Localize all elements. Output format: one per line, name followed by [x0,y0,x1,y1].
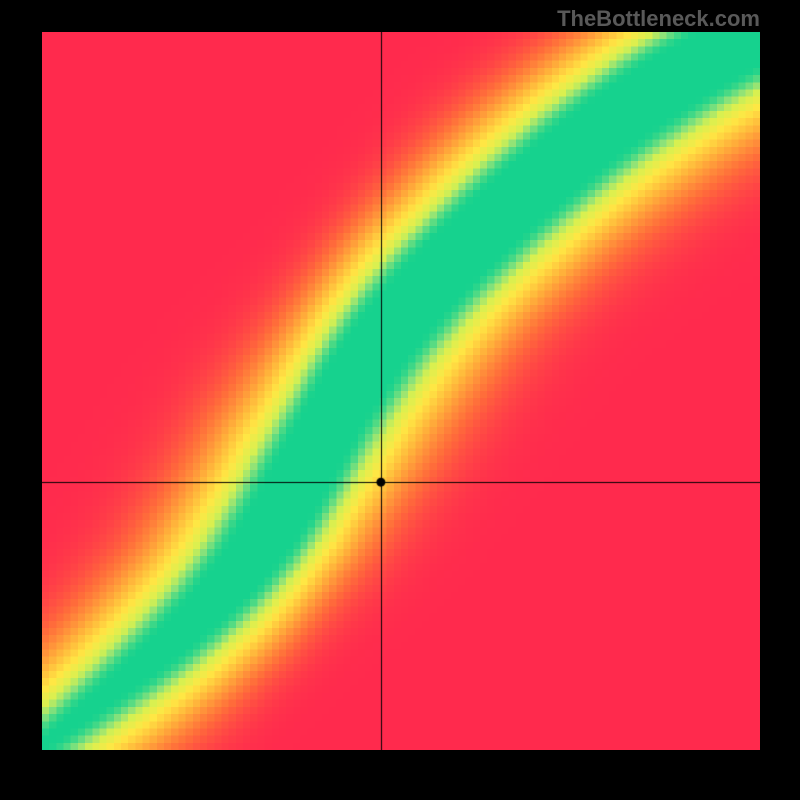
bottleneck-heatmap [42,32,760,750]
chart-container: TheBottleneck.com [0,0,800,800]
watermark-text: TheBottleneck.com [557,6,760,32]
